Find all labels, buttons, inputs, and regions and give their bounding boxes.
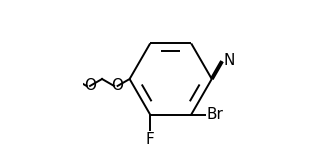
Text: Br: Br xyxy=(206,107,223,122)
Text: O: O xyxy=(84,79,96,93)
Text: O: O xyxy=(111,79,123,93)
Text: N: N xyxy=(224,53,235,68)
Text: F: F xyxy=(146,132,155,147)
